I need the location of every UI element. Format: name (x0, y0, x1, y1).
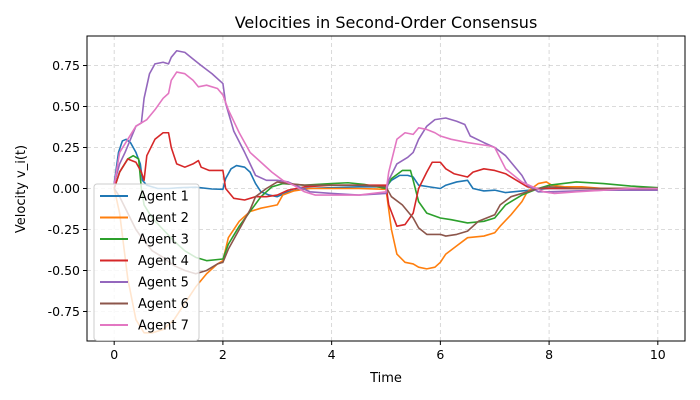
x-tick-label: 10 (650, 347, 666, 362)
chart-title: Velocities in Second-Order Consensus (235, 13, 538, 32)
x-tick-label: 2 (219, 347, 227, 362)
x-tick-label: 4 (328, 347, 336, 362)
legend-label-agent-1: Agent 1 (138, 190, 189, 205)
legend-box (93, 183, 200, 341)
series-line-agent-4 (113, 131, 658, 228)
legend-label-agent-4: Agent 4 (138, 254, 189, 269)
y-tick-label: -0.75 (48, 304, 80, 319)
axis-ticks: 0 2 4 6 8 10 -0.75 -0.50 -0.25 0.00 0.25 0.50 0.75 (48, 58, 666, 362)
y-tick-label: 0.00 (52, 181, 80, 196)
legend: Agent 1 Agent 2 Agent 3 Agent 4 Agent 5 Agent… (93, 183, 200, 341)
y-axis-label: Velocity v_i(t) (14, 145, 29, 233)
y-tick-label: 0.50 (52, 99, 80, 114)
series-line-agent-7 (113, 71, 658, 196)
legend-label-agent-3: Agent 3 (138, 233, 189, 248)
series-line-agent-5 (113, 49, 658, 196)
y-tick-label: 0.25 (52, 140, 80, 155)
legend-label-agent-6: Agent 6 (138, 297, 189, 312)
legend-label-agent-5: Agent 5 (138, 276, 189, 291)
x-tick-label: 0 (110, 347, 118, 362)
x-axis-label: Time (369, 371, 402, 386)
y-tick-label: -0.50 (48, 263, 80, 278)
x-tick-label: 6 (436, 347, 444, 362)
legend-label-agent-7: Agent 7 (138, 319, 189, 334)
legend-label-agent-2: Agent 2 (138, 211, 189, 226)
x-tick-label: 8 (545, 347, 553, 362)
y-tick-label: -0.25 (48, 222, 80, 237)
y-tick-label: 0.75 (52, 58, 80, 73)
